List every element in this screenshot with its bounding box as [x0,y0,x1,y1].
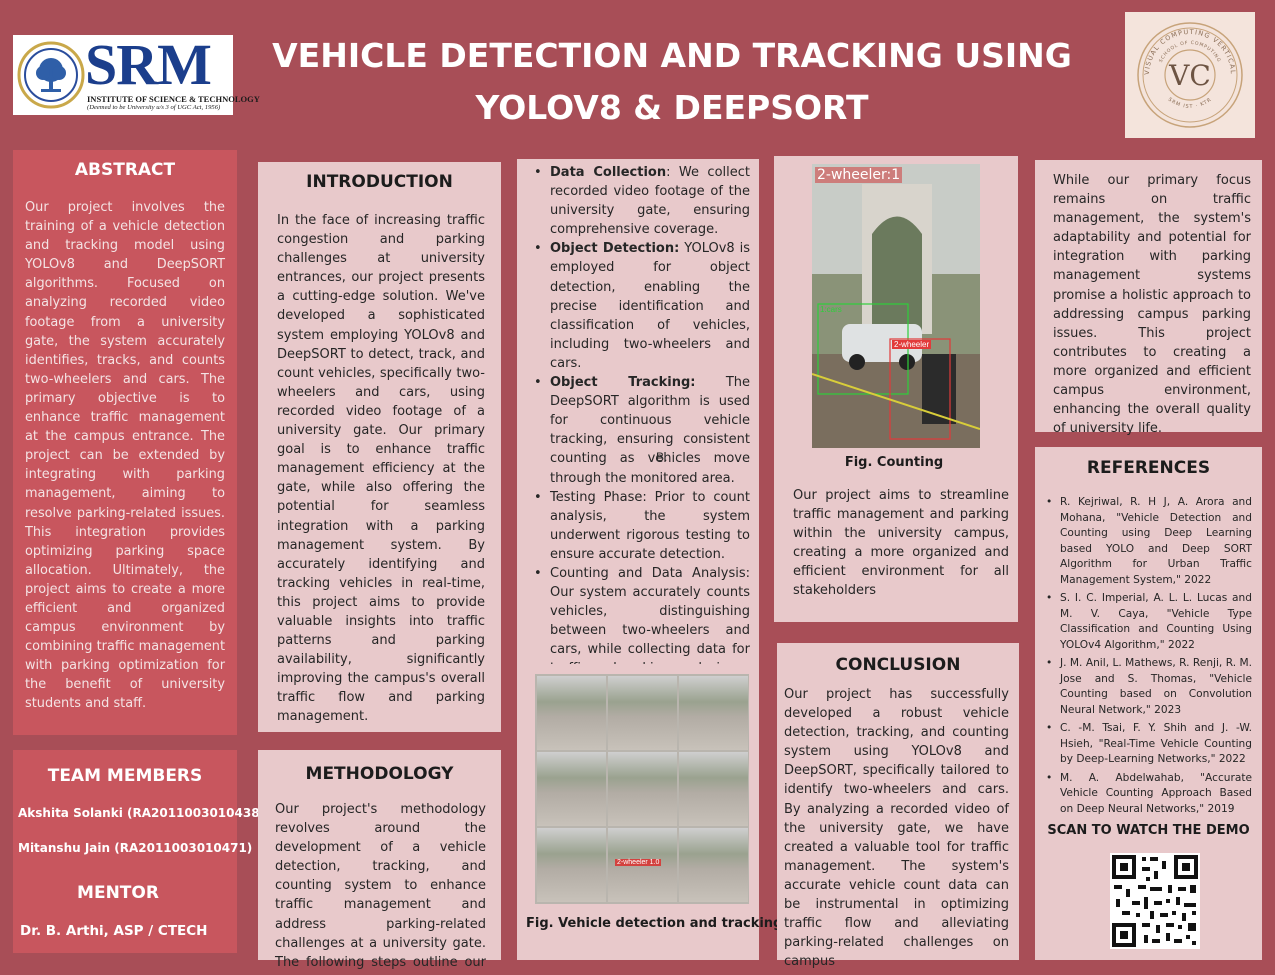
aims-text: Our project aims to streamline traffic m… [793,488,1009,599]
reference-item: S. I. C. Imperial, A. L. L. Lucas and M.… [1046,591,1252,653]
detection-grid-image: 2-wheeler 1.0 [535,674,749,904]
wheeler-detection-label: 2-wheeler [892,340,932,349]
counting-figure-caption: Fig. Counting [844,455,944,470]
vc-bottom-text: SRM IST · KTR [1167,97,1212,110]
poster-header: SRM INSTITUTE OF SCIENCE & TECHNOLOGY (D… [0,0,1275,148]
future-panel: While our primary focus remains on traff… [1035,160,1262,436]
introduction-heading: INTRODUCTION [306,172,453,192]
step-item: Object Tracking: The DeepSORT algorithm … [530,373,750,488]
step-item: Data Collection: We collect recorded vid… [530,163,750,239]
grid-detection-label: 2-wheeler 1.0 [615,859,662,866]
poster-title: VEHICLE DETECTION AND TRACKING USING YOL… [272,36,1072,127]
grid-figure-caption: Fig. Vehicle detection and tracking [526,916,783,931]
introduction-panel: INTRODUCTION In the face of increasing t… [258,162,501,732]
car-detection-label: 1:cars [820,305,842,314]
methodology-text: Our project's methodology revolves aroun… [275,802,486,975]
step-item: Object Detection: YOLOv8 is employed for… [530,239,750,373]
stray-letter: B. [656,450,668,464]
svg-text:SRM IST · KTR: SRM IST · KTR [1167,97,1213,110]
methodology-heading: METHODOLOGY [305,764,454,784]
mentor-name: Dr. B. Arthi, ASP / CTECH [20,923,208,939]
srm-deemed-line: (Deemed to be University u/s 3 of UGC Ac… [87,104,221,111]
srm-emblem-icon [17,41,85,109]
step-item: Testing Phase: Prior to count analysis, … [530,488,750,564]
references-heading: REFERENCES [1086,458,1211,478]
conclusion-panel: CONCLUSION Our project has successfully … [777,643,1019,969]
reference-item: M. A. Abdelwahab, "Accurate Vehicle Coun… [1046,771,1252,818]
abstract-text: Our project involves the training of a v… [25,200,225,712]
srm-institute-name: INSTITUTE OF SCIENCE & TECHNOLOGY [87,94,260,104]
conclusion-text: Our project has successfully developed a… [784,687,1009,970]
srm-wordmark: SRM [85,32,212,97]
reference-item: C. -M. Tsai, F. Y. Shih and J. -W. Hsieh… [1046,721,1252,768]
conclusion-heading: CONCLUSION [835,655,961,675]
counting-figure-image: 2-wheeler:1 1:cars 2-wheeler [812,164,980,448]
future-text: While our primary focus remains on traff… [1053,173,1251,437]
steps-panel: Data Collection: We collect recorded vid… [517,159,759,676]
abstract-heading: ABSTRACT [74,160,176,180]
counting-panel: 2-wheeler:1 1:cars 2-wheeler Fig. Counti… [774,156,1018,622]
introduction-text: In the face of increasing traffic conges… [277,213,485,725]
references-panel: REFERENCES R. Kejriwal, R. H J, A. Arora… [1035,447,1262,960]
methodology-steps: Data Collection: We collect recorded vid… [530,163,750,679]
references-list: R. Kejriwal, R. H J, A. Arora and Mohana… [1046,495,1252,820]
demo-heading: SCAN TO WATCH THE DEMO [1047,823,1250,838]
team-heading: TEAM MEMBERS [47,766,203,786]
team-panel: TEAM MEMBERS Akshita Solanki (RA20110030… [13,750,265,953]
vc-letters: VC [1168,59,1211,92]
methodology-panel: METHODOLOGY Our project's methodology re… [258,750,501,975]
counting-overlay-text: 2-wheeler:1 [815,167,903,183]
qr-code-icon[interactable] [1110,853,1200,949]
step-item: Counting and Data Analysis: Our system a… [530,564,750,679]
srm-logo: SRM INSTITUTE OF SCIENCE & TECHNOLOGY (D… [13,32,260,115]
vc-logo: VISUAL COMPUTING VERTICAL SCHOOL OF COMP… [1125,12,1255,138]
team-member-1: Akshita Solanki (RA2011003010438) [18,806,266,820]
team-member-2: Mitanshu Jain (RA2011003010471) [18,841,253,855]
reference-item: J. M. Anil, L. Mathews, R. Renji, R. M. … [1046,656,1252,718]
vc-emblem-icon: VISUAL COMPUTING VERTICAL SCHOOL OF COMP… [1137,22,1243,128]
reference-item: R. Kejriwal, R. H J, A. Arora and Mohana… [1046,495,1252,588]
abstract-panel: ABSTRACT Our project involves the traini… [13,150,237,735]
mentor-heading: MENTOR [77,883,159,903]
